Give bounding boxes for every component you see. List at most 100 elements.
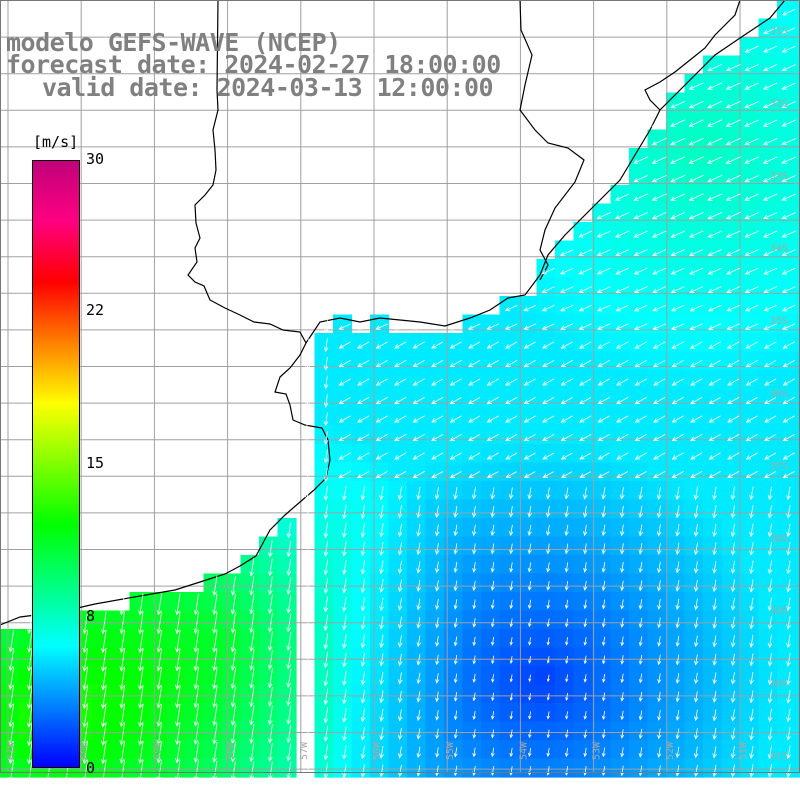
forecast-date: forecast date: 2024-02-27 18:00:00 — [6, 50, 501, 79]
wind-arrow — [582, 505, 588, 518]
wind-arrow — [727, 434, 740, 442]
wind-cell — [555, 277, 575, 297]
wind-cell — [777, 166, 797, 186]
wind-arrow — [101, 759, 107, 783]
wind-arrow — [745, 434, 758, 442]
wind-arrow — [397, 764, 403, 777]
wind-arrow — [357, 397, 370, 405]
wind-cell — [370, 499, 390, 519]
wind-arrow — [472, 692, 477, 702]
wind-cell — [795, 277, 800, 297]
wind-cell — [555, 370, 575, 390]
wind-arrow — [712, 542, 717, 556]
wind-cell — [499, 740, 519, 760]
wind-arrow — [730, 653, 736, 667]
wind-arrow — [360, 578, 366, 594]
wind-cell — [333, 647, 353, 667]
wind-arrow — [688, 119, 704, 127]
wind-arrow — [657, 636, 662, 647]
wind-cell — [795, 444, 800, 464]
wind-cell — [592, 240, 612, 260]
wind-arrow — [323, 504, 329, 520]
wind-arrow — [491, 655, 495, 665]
wind-cell — [592, 370, 612, 390]
wind-cell — [555, 333, 575, 353]
wind-arrow — [564, 506, 569, 518]
wind-arrow — [305, 743, 310, 761]
wind-arrow — [397, 542, 403, 556]
wind-arrow — [669, 137, 686, 146]
wind-cell — [758, 111, 778, 131]
wind-arrow — [730, 579, 736, 593]
wind-arrow — [651, 193, 667, 201]
wind-arrow — [101, 703, 107, 728]
wind-cell — [277, 610, 297, 630]
wind-arrow — [745, 452, 758, 460]
wind-cell — [610, 499, 630, 519]
wind-arrow — [651, 156, 667, 164]
wind-cell — [758, 721, 778, 741]
wind-cell — [499, 758, 519, 778]
wind-arrow — [749, 486, 754, 501]
lat-label: 34S — [770, 244, 788, 255]
wind-arrow — [524, 471, 536, 478]
wind-arrow — [323, 338, 329, 353]
wind-cell — [351, 536, 371, 556]
wind-cell — [555, 240, 575, 260]
wind-arrow — [671, 434, 684, 442]
wind-arrow — [620, 747, 625, 758]
wind-arrow — [523, 378, 536, 386]
wind-cell — [684, 222, 704, 242]
wind-arrow — [670, 230, 685, 238]
wind-arrow — [767, 505, 773, 519]
wind-cell — [462, 703, 482, 723]
wind-cell — [703, 518, 723, 538]
wind-cell — [536, 351, 556, 371]
wind-cell — [333, 555, 353, 575]
wind-arrow — [763, 341, 777, 349]
wind-cell — [592, 444, 612, 464]
wind-cell — [240, 684, 260, 704]
wind-cell — [740, 481, 760, 501]
wind-arrow — [486, 341, 499, 349]
wind-cell — [684, 536, 704, 556]
wind-arrow — [156, 703, 163, 727]
wind-cell — [573, 592, 593, 612]
wind-cell — [351, 610, 371, 630]
wind-arrow — [360, 708, 366, 723]
wind-cell — [499, 536, 519, 556]
wind-cell — [703, 333, 723, 353]
lon-label: 55W — [445, 741, 456, 760]
wind-arrow — [652, 304, 666, 312]
wind-arrow — [657, 561, 662, 574]
wind-cell — [629, 647, 649, 667]
wind-arrow — [708, 378, 721, 386]
wind-cell — [647, 333, 667, 353]
wind-cell — [370, 314, 390, 334]
wind-cell — [555, 481, 575, 501]
wind-cell — [425, 370, 445, 390]
wind-arrow — [249, 667, 255, 689]
wind-cell — [240, 703, 260, 723]
wind-cell — [333, 758, 353, 778]
wind-arrow — [670, 119, 686, 127]
wind-arrow — [688, 82, 704, 90]
wind-arrow — [156, 648, 163, 672]
wind-arrow — [712, 635, 718, 648]
wind-cell — [592, 721, 612, 741]
wind-arrow — [638, 710, 643, 721]
lon-label: 57W — [299, 741, 310, 760]
wind-arrow — [375, 341, 388, 349]
wind-cell — [795, 573, 800, 593]
wind-cell — [703, 111, 723, 131]
wind-arrow — [767, 671, 773, 686]
wind-arrow — [472, 673, 477, 683]
wind-arrow — [564, 562, 569, 573]
wind-arrow — [212, 704, 218, 727]
wind-cell — [148, 629, 168, 649]
wind-arrow — [767, 634, 773, 649]
wind-cell — [333, 666, 353, 686]
wind-cell — [481, 721, 501, 741]
wind-cell — [333, 333, 353, 353]
wind-arrow — [527, 487, 533, 500]
